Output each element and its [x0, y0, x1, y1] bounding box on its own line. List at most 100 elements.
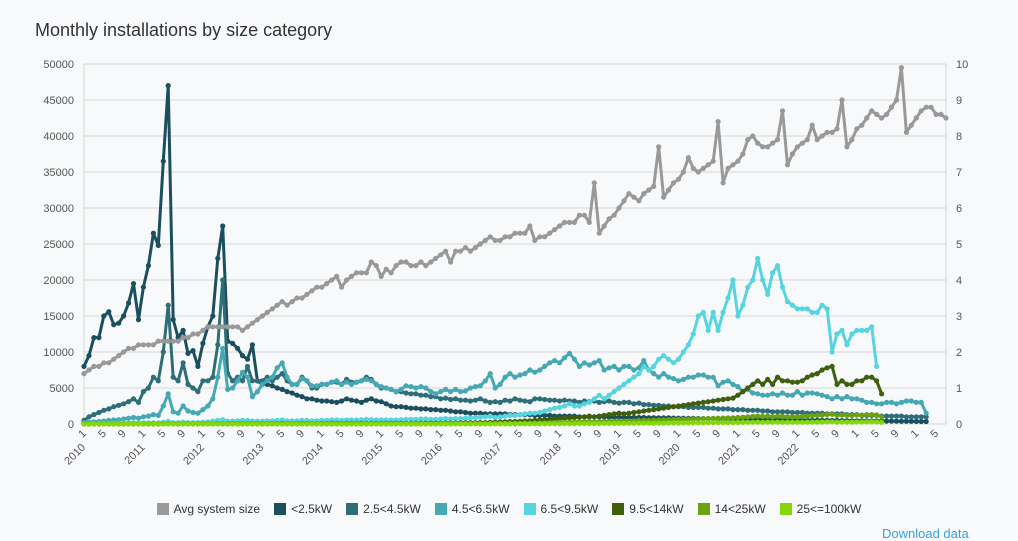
- legend-item[interactable]: 14<25kW: [697, 502, 766, 516]
- data-point: [770, 419, 776, 425]
- legend-item[interactable]: 25<=100kW: [779, 502, 861, 516]
- data-point: [547, 230, 553, 236]
- data-point: [403, 416, 409, 422]
- data-point: [334, 421, 340, 427]
- data-point: [651, 183, 657, 189]
- data-point: [581, 420, 588, 427]
- data-point: [839, 419, 845, 425]
- data-point: [542, 363, 548, 369]
- data-point: [393, 389, 399, 395]
- data-point: [770, 391, 776, 397]
- data-point: [571, 356, 578, 362]
- data-point: [368, 259, 374, 265]
- y-left-tick-label: 10000: [43, 347, 74, 359]
- legend-item[interactable]: 9.5<14kW: [612, 502, 684, 516]
- legend-swatch: [274, 503, 287, 515]
- data-point: [170, 338, 176, 344]
- x-tick-label: 1: [730, 428, 743, 441]
- data-point: [467, 248, 473, 254]
- data-point: [849, 331, 855, 337]
- data-point: [670, 404, 677, 410]
- data-point: [299, 394, 305, 400]
- legend-item[interactable]: 4.5<6.5kW: [434, 502, 510, 516]
- data-point: [165, 338, 171, 344]
- data-point: [140, 389, 146, 395]
- data-point: [611, 420, 617, 426]
- data-point: [735, 384, 741, 390]
- data-point: [294, 421, 300, 427]
- data-point: [646, 187, 652, 193]
- data-point: [720, 396, 726, 403]
- data-point: [542, 408, 548, 414]
- data-point: [606, 412, 612, 418]
- data-point: [418, 416, 424, 422]
- data-point: [552, 421, 558, 427]
- data-point: [626, 399, 632, 405]
- data-point: [438, 252, 444, 258]
- x-year-label: 2012: [181, 442, 207, 468]
- data-point: [408, 416, 414, 422]
- data-point: [249, 342, 255, 348]
- data-point: [789, 379, 796, 385]
- data-point: [324, 381, 330, 387]
- data-point: [264, 378, 270, 384]
- data-point: [438, 407, 444, 413]
- data-point: [601, 420, 607, 426]
- data-point: [239, 353, 246, 359]
- data-point: [116, 402, 122, 408]
- data-point: [383, 266, 389, 272]
- x-year-label: 2021: [716, 442, 742, 468]
- data-point: [784, 392, 791, 398]
- data-point: [358, 399, 364, 405]
- data-point: [730, 381, 736, 387]
- data-point: [244, 356, 251, 362]
- data-point: [770, 270, 776, 276]
- data-point: [467, 415, 473, 421]
- data-point: [368, 378, 374, 384]
- legend-label: Avg system size: [173, 502, 261, 516]
- data-point: [680, 376, 687, 382]
- data-point: [775, 263, 781, 269]
- legend-swatch: [697, 503, 710, 515]
- data-point: [611, 363, 617, 369]
- data-point: [918, 418, 924, 425]
- data-point: [690, 165, 696, 171]
- data-point: [215, 374, 221, 380]
- data-point: [462, 397, 469, 403]
- data-point: [487, 421, 493, 427]
- data-point: [552, 358, 558, 364]
- data-point: [448, 389, 454, 395]
- data-point: [636, 409, 642, 415]
- data-point: [398, 386, 404, 392]
- data-point: [512, 396, 518, 402]
- data-point: [700, 399, 706, 405]
- data-point: [393, 263, 399, 269]
- data-point: [378, 399, 384, 405]
- legend-item[interactable]: Avg system size: [156, 502, 261, 516]
- data-point: [477, 396, 483, 402]
- data-point: [339, 381, 345, 387]
- data-point: [854, 419, 860, 425]
- data-point: [304, 421, 310, 427]
- data-point: [428, 407, 434, 413]
- data-point: [482, 414, 488, 420]
- data-point: [690, 401, 696, 407]
- data-point: [145, 413, 151, 419]
- download-data-link[interactable]: Download data: [882, 526, 969, 541]
- data-point: [631, 367, 637, 373]
- data-point: [81, 363, 87, 369]
- data-point: [393, 404, 399, 410]
- data-point: [299, 295, 305, 301]
- legend-item[interactable]: 6.5<9.5kW: [523, 502, 598, 516]
- legend-item[interactable]: 2.5<4.5kW: [346, 502, 421, 516]
- y-right-tick-label: 3: [956, 311, 962, 323]
- data-point: [819, 302, 825, 308]
- legend-item[interactable]: <2.5kW: [274, 502, 332, 516]
- data-point: [195, 410, 201, 416]
- data-point: [695, 420, 701, 426]
- data-point: [770, 381, 776, 387]
- data-point: [849, 412, 855, 418]
- data-point: [517, 372, 523, 378]
- data-point: [353, 398, 360, 404]
- data-point: [428, 389, 434, 395]
